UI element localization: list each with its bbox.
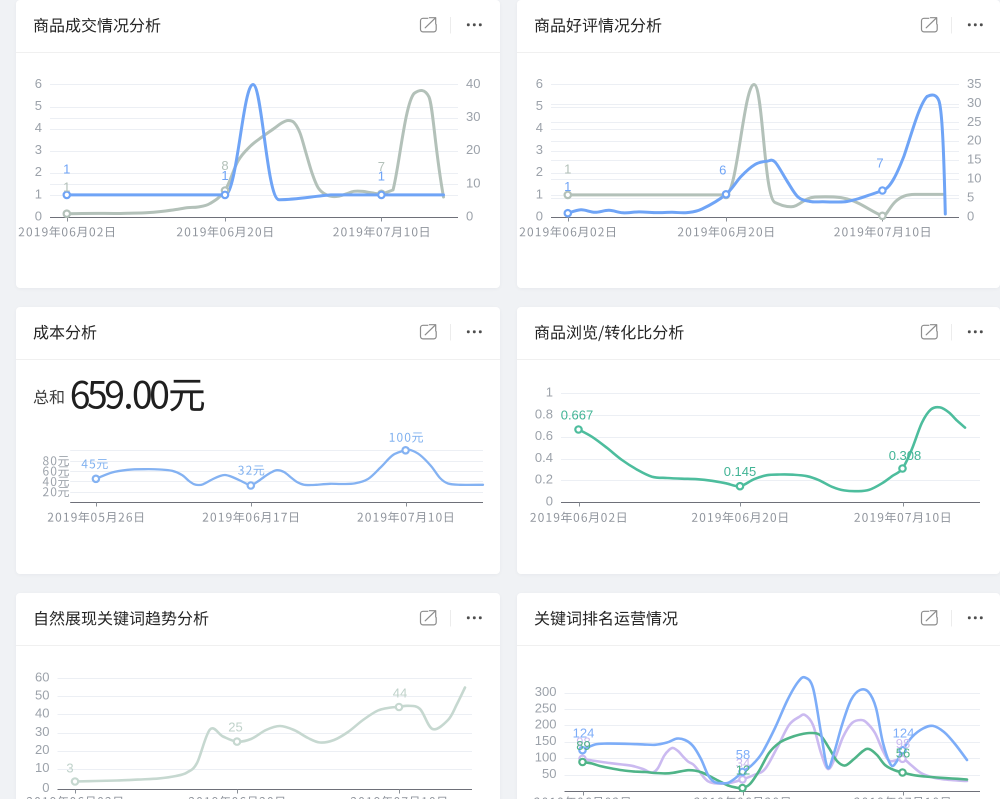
svg-text:1: 1 [221,168,228,183]
svg-text:25: 25 [228,720,242,735]
svg-text:30: 30 [967,95,981,110]
svg-text:6: 6 [35,76,42,91]
svg-text:35: 35 [967,76,981,91]
svg-text:20: 20 [967,133,981,148]
svg-text:100: 100 [535,750,557,765]
svg-text:0.2: 0.2 [535,472,553,487]
svg-text:56: 56 [896,746,910,761]
svg-text:1: 1 [63,180,70,195]
svg-text:1: 1 [63,162,70,177]
svg-text:30: 30 [466,109,480,124]
svg-text:0: 0 [536,208,543,223]
svg-text:2: 2 [536,164,543,179]
svg-text:124: 124 [893,726,915,741]
svg-text:0: 0 [42,780,49,795]
svg-text:34: 34 [736,755,750,770]
svg-text:6: 6 [536,76,543,91]
svg-text:1: 1 [378,169,385,184]
svg-text:25: 25 [967,114,981,129]
svg-text:5: 5 [536,98,543,113]
svg-text:7: 7 [378,159,385,174]
svg-text:0.145: 0.145 [724,464,757,479]
svg-text:1: 1 [564,179,571,194]
svg-text:58: 58 [736,747,750,762]
svg-text:20: 20 [466,142,480,157]
svg-text:200: 200 [535,717,557,732]
svg-text:98: 98 [896,736,910,751]
svg-text:5: 5 [967,190,974,205]
svg-text:15: 15 [967,152,981,167]
svg-text:300: 300 [535,684,557,699]
svg-text:0.8: 0.8 [535,406,553,421]
svg-text:40: 40 [35,706,49,721]
svg-text:10: 10 [35,760,49,775]
svg-text:0: 0 [967,208,974,223]
svg-text:1: 1 [35,186,42,201]
svg-text:0: 0 [35,208,42,223]
svg-text:40: 40 [466,76,480,91]
svg-text:30: 30 [35,724,49,739]
svg-text:2: 2 [35,164,42,179]
svg-text:0.308: 0.308 [889,448,922,463]
svg-text:0: 0 [466,208,473,223]
svg-text:50: 50 [542,766,556,781]
svg-text:6: 6 [719,162,726,177]
svg-text:3: 3 [536,142,543,157]
svg-text:8: 8 [221,158,228,173]
svg-text:4: 4 [35,120,42,135]
svg-text:0.667: 0.667 [561,408,594,423]
svg-text:124: 124 [573,726,595,741]
svg-text:3: 3 [66,761,73,776]
svg-text:4: 4 [536,120,543,135]
svg-text:44: 44 [393,686,407,701]
svg-text:89: 89 [576,738,590,753]
svg-text:10: 10 [967,171,981,186]
svg-text:1: 1 [546,385,553,400]
svg-text:5: 5 [35,98,42,113]
svg-text:0: 0 [546,493,553,508]
svg-text:10: 10 [466,175,480,190]
svg-text:7: 7 [876,156,883,171]
svg-text:60: 60 [35,669,49,684]
svg-text:1: 1 [536,186,543,201]
svg-text:1: 1 [564,162,571,177]
svg-text:50: 50 [35,688,49,703]
svg-text:0.4: 0.4 [535,450,553,465]
svg-text:20: 20 [35,742,49,757]
svg-text:12: 12 [736,762,750,777]
svg-text:0.6: 0.6 [535,428,553,443]
svg-text:150: 150 [535,733,557,748]
svg-text:98: 98 [576,735,590,750]
svg-text:250: 250 [535,700,557,715]
svg-text:3: 3 [35,142,42,157]
